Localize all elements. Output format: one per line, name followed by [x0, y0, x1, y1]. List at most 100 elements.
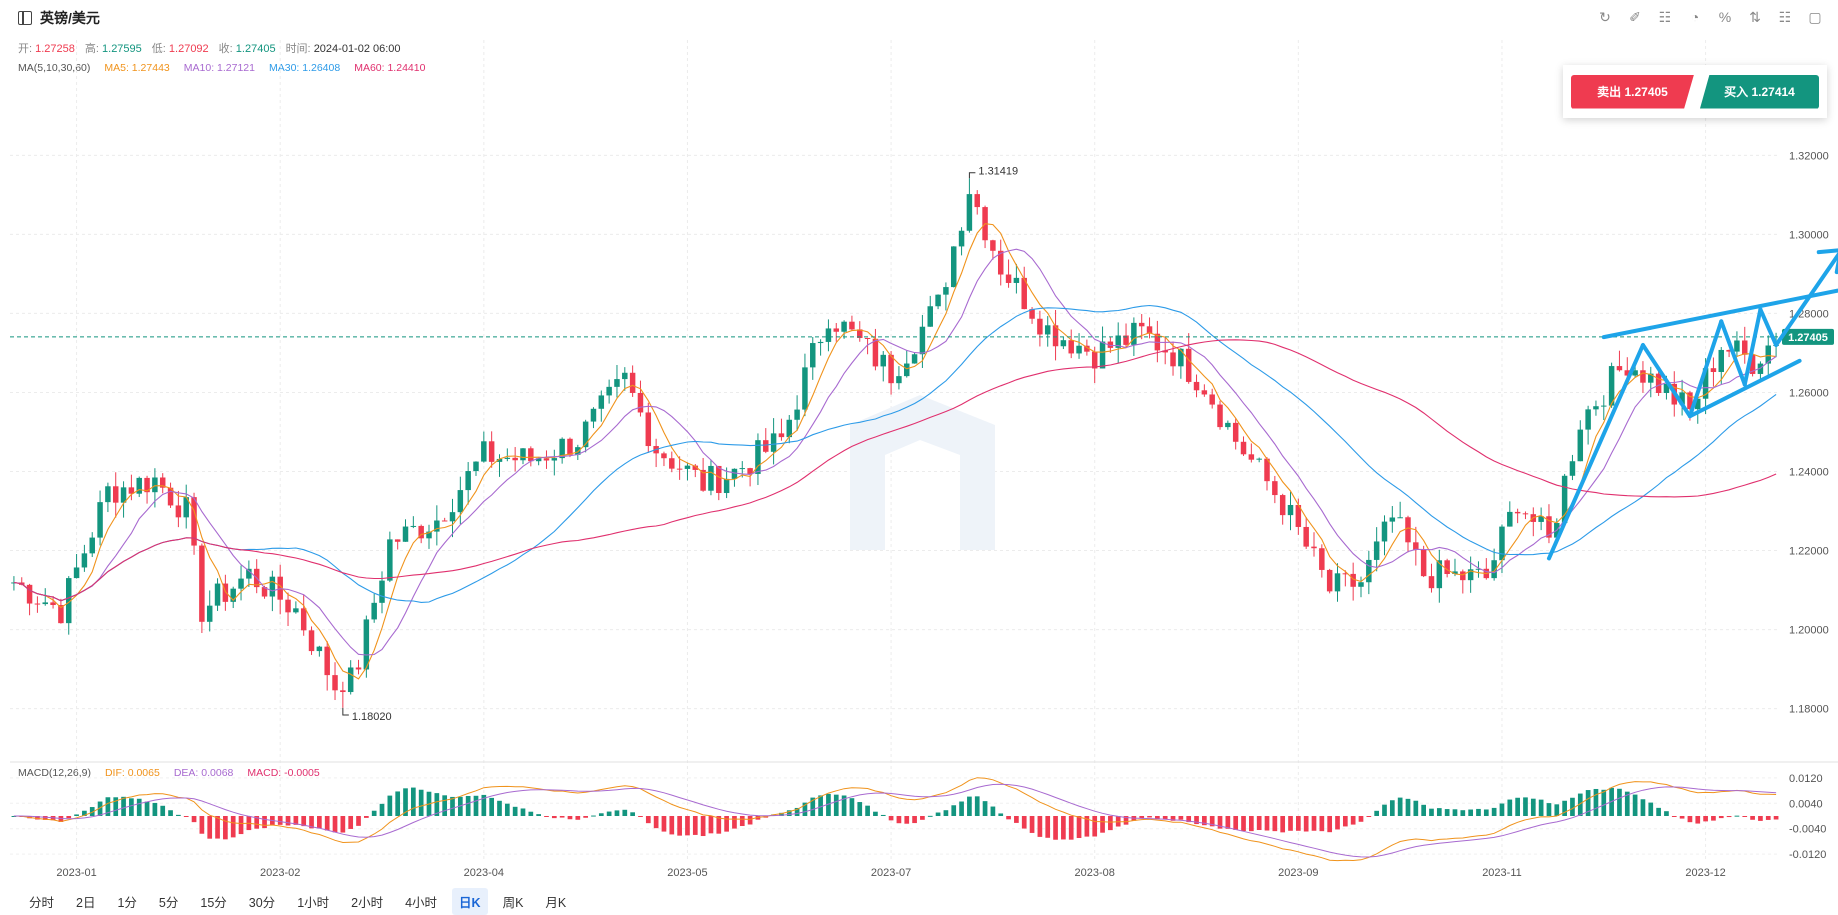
- macd-bar: [779, 812, 784, 816]
- chart-type-icon[interactable]: ◔: [1690, 9, 1700, 25]
- macd-bar: [1648, 802, 1654, 816]
- candle-body: [1084, 345, 1090, 352]
- macd-bar: [379, 803, 385, 816]
- macd-bar: [1014, 816, 1019, 823]
- macd-bar: [1570, 797, 1575, 816]
- period-10[interactable]: 周K: [502, 895, 524, 910]
- macd-bar: [207, 816, 213, 839]
- macd-bar: [1546, 803, 1552, 816]
- period-5[interactable]: 30分: [248, 895, 276, 910]
- candle-body: [1029, 309, 1035, 319]
- candle-body: [1695, 398, 1701, 410]
- macd-bar: [700, 816, 706, 837]
- macd-bar: [238, 816, 244, 835]
- annotation-pointer: [968, 172, 976, 179]
- macd-bar: [1671, 816, 1677, 817]
- chart-tools: ↻ ✐ ☷ ◔ % ⇅ ☷ ▢: [1596, 8, 1824, 26]
- period-2[interactable]: 1分: [117, 895, 137, 910]
- candle-body: [1240, 441, 1247, 455]
- macd-bar: [1397, 797, 1403, 816]
- open-value: 1.27258: [35, 43, 75, 55]
- candle-body: [191, 497, 197, 546]
- trend-line: [1758, 307, 1779, 348]
- date-tick-label: 2023-08: [1075, 867, 1115, 879]
- symbol-title[interactable]: 英镑/美元: [40, 10, 100, 26]
- compare-icon[interactable]: ⇅: [1749, 8, 1761, 25]
- macd-bar: [277, 816, 283, 825]
- fullscreen-icon[interactable]: ▢: [1808, 8, 1822, 25]
- macd-bar: [1382, 804, 1387, 816]
- candle-body: [1436, 560, 1443, 589]
- macd-bar: [136, 798, 142, 816]
- candle-body: [950, 246, 957, 288]
- candle-body: [105, 486, 111, 503]
- sell-button[interactable]: 卖出 1.27405: [1571, 74, 1694, 109]
- macd-bar: [661, 816, 667, 832]
- macd-bar: [833, 794, 839, 816]
- macd-bar: [1421, 804, 1426, 816]
- candle-body: [528, 448, 534, 462]
- price-tick-label: 1.20000: [1789, 625, 1829, 637]
- candle-body: [911, 354, 918, 364]
- period-9[interactable]: 日K: [452, 887, 488, 915]
- ma10-line: [13, 248, 1777, 656]
- settings-icon[interactable]: ☷: [1778, 8, 1792, 25]
- candle-body: [864, 337, 871, 339]
- macd-legend[interactable]: MACD(12,26,9) DIF: 0.0065 DEA: 0.0068 MA…: [18, 767, 320, 779]
- period-4[interactable]: 15分: [200, 895, 227, 910]
- macd-bar: [1147, 816, 1152, 818]
- candle-body: [1319, 548, 1325, 570]
- macd-bar: [1225, 816, 1231, 829]
- candle-body: [731, 468, 738, 479]
- macd-bar: [982, 801, 988, 816]
- candle-body: [543, 458, 550, 461]
- macd-bar: [418, 789, 424, 816]
- candle-body: [1428, 576, 1435, 589]
- macd-bar: [1765, 816, 1771, 820]
- candle-body: [1366, 559, 1372, 583]
- candle-body: [1044, 325, 1051, 335]
- price-tick-label: 1.24000: [1789, 466, 1829, 478]
- period-6[interactable]: 1小时: [297, 895, 330, 910]
- indicator-icon[interactable]: ☷: [1658, 8, 1672, 25]
- candle-body: [1593, 406, 1599, 410]
- macd-bar: [943, 810, 949, 816]
- macd-bar: [967, 796, 972, 816]
- candle-body: [763, 440, 769, 452]
- period-8[interactable]: 4小时: [405, 895, 438, 910]
- price-chart[interactable]: 1.320001.300001.280001.260001.240001.220…: [0, 0, 1838, 887]
- period-0[interactable]: 分时: [29, 895, 55, 910]
- macd-bar: [692, 816, 698, 835]
- macd-bar: [1585, 790, 1591, 816]
- period-1[interactable]: 2日: [76, 895, 96, 910]
- macd-bar: [1538, 799, 1544, 816]
- macd-bar: [1718, 816, 1724, 819]
- candle-body: [535, 458, 542, 462]
- period-11[interactable]: 月K: [545, 895, 567, 910]
- ma-legend[interactable]: MA(5,10,30,60) MA5: 1.27443 MA10: 1.2712…: [18, 62, 425, 74]
- sidebar-toggle-icon[interactable]: [18, 11, 32, 25]
- macd-bar: [927, 815, 933, 817]
- macd-bar: [677, 816, 682, 836]
- candle-body: [1076, 345, 1082, 354]
- candle-body: [1444, 560, 1450, 574]
- period-7[interactable]: 2小时: [351, 895, 384, 910]
- date-tick-label: 2023-09: [1278, 867, 1318, 879]
- candle-body: [1679, 392, 1685, 405]
- ohlc-info: 开: 1.27258 高: 1.27595 低: 1.27092 收: 1.27…: [18, 40, 401, 56]
- macd-bar: [473, 795, 479, 816]
- candle-body: [1702, 368, 1709, 399]
- candle-body: [1162, 350, 1168, 353]
- draw-icon[interactable]: ✐: [1629, 8, 1641, 25]
- macd-bar: [591, 815, 596, 817]
- macd-bar: [1241, 816, 1246, 832]
- candle-body: [340, 690, 346, 693]
- macd-bar: [317, 816, 322, 829]
- buy-button[interactable]: 买入 1.27414: [1699, 74, 1819, 109]
- percent-icon[interactable]: %: [1718, 9, 1732, 25]
- period-3[interactable]: 5分: [158, 895, 179, 910]
- macd-bar: [880, 814, 886, 816]
- price-tick-label: 1.32000: [1789, 150, 1829, 162]
- ma60-value: MA60: 1.24410: [354, 62, 426, 74]
- refresh-icon[interactable]: ↻: [1599, 8, 1611, 25]
